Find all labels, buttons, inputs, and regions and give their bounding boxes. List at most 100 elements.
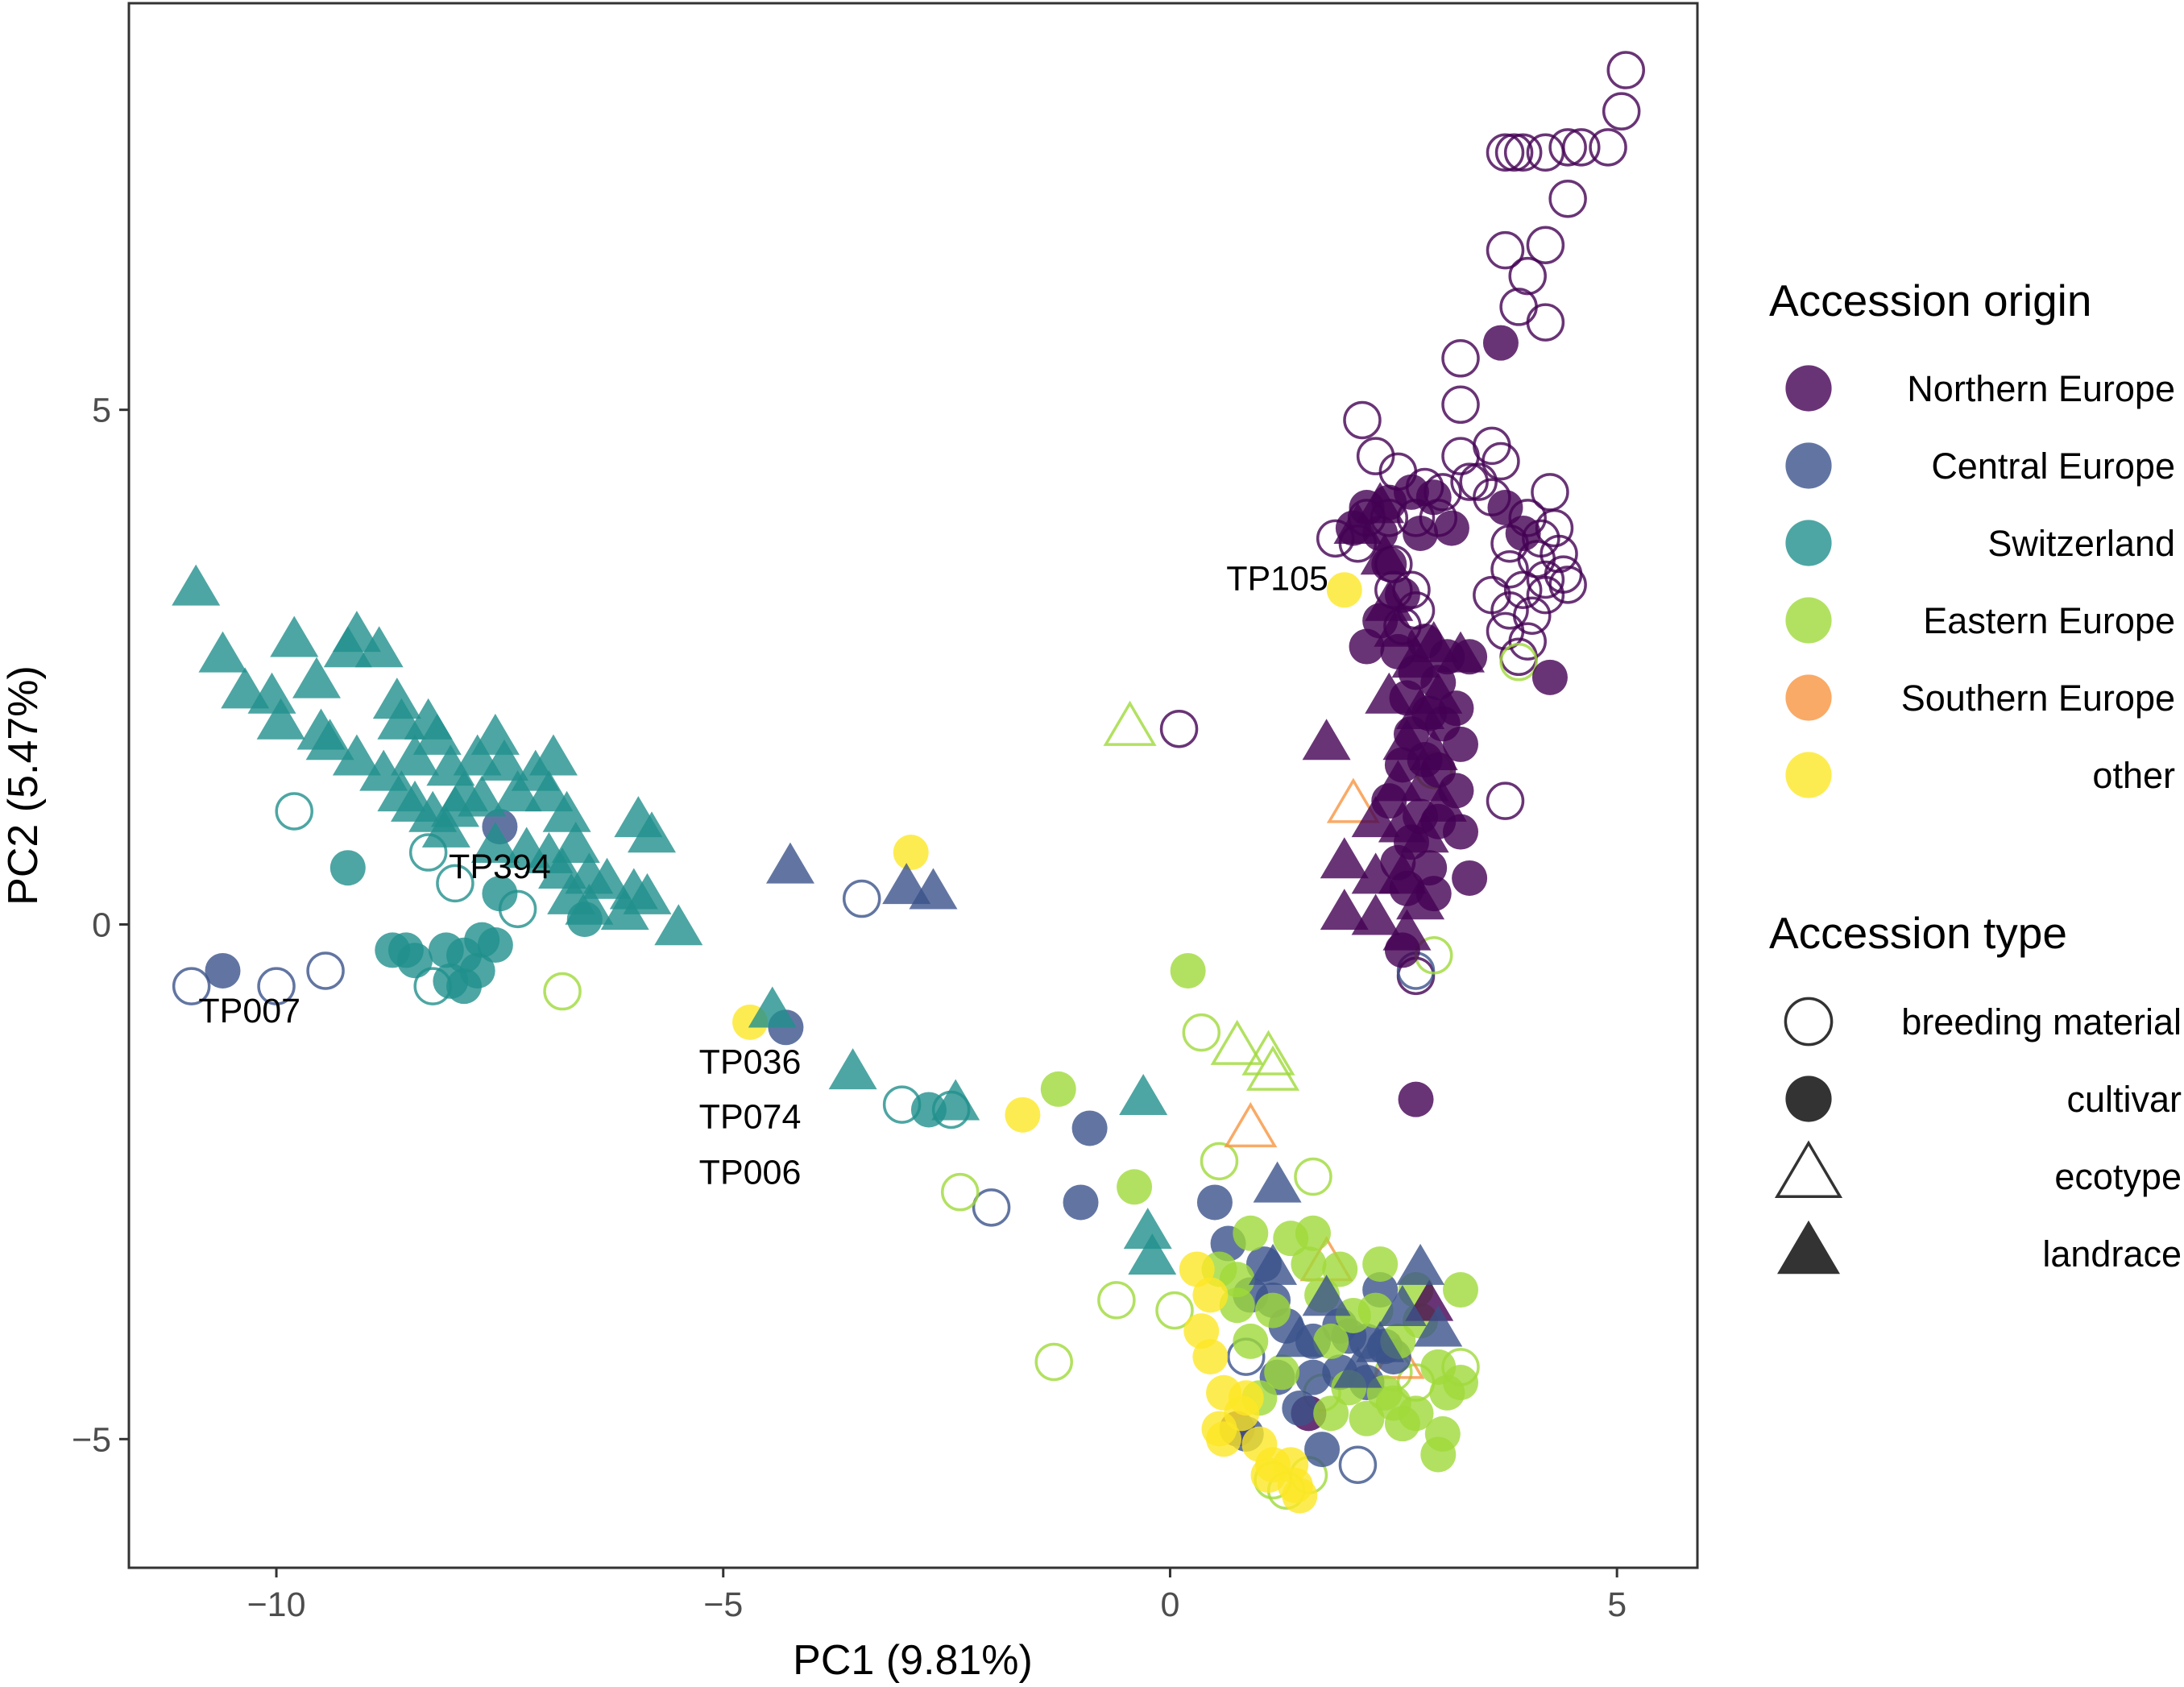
data-point [247, 672, 296, 714]
legend-label-type: cultivar [2066, 1079, 2182, 1120]
series-northern-europe-landrace [1302, 482, 1486, 1321]
data-point [765, 842, 814, 884]
data-point [1313, 1323, 1349, 1359]
data-point [470, 822, 520, 864]
data-point [1360, 533, 1409, 575]
data-point [1606, 51, 1645, 89]
data-point [377, 770, 426, 812]
data-point [1249, 1243, 1298, 1285]
data-point [1378, 852, 1427, 894]
data-point [893, 835, 929, 871]
data-point [1282, 1390, 1318, 1426]
data-point [1313, 1395, 1349, 1432]
data-point [1117, 1169, 1153, 1205]
x-tick-label: −5 [703, 1585, 743, 1624]
data-point [1443, 814, 1479, 850]
data-point [1356, 482, 1405, 524]
data-point [1375, 1385, 1411, 1421]
data-point [1503, 133, 1543, 172]
data-point [1482, 325, 1519, 361]
y-axis-title: PC2 (5.47%) [0, 665, 47, 906]
data-point [1459, 462, 1498, 501]
point-label: TP105 [1226, 559, 1328, 598]
data-point [1320, 837, 1369, 879]
data-point [1548, 566, 1587, 604]
data-point [332, 611, 381, 653]
data-point [1396, 1243, 1445, 1285]
data-point [1356, 437, 1395, 475]
data-point [1602, 92, 1641, 131]
point-label: TP394 [449, 848, 551, 886]
legend-label-origin: Central Europe [1931, 446, 2175, 487]
data-point [482, 876, 518, 912]
data-point [1302, 1275, 1351, 1316]
data-point [1333, 1346, 1382, 1388]
data-point [1255, 1292, 1291, 1328]
data-point [1433, 510, 1469, 546]
data-point [828, 1048, 877, 1090]
data-point [1487, 490, 1523, 526]
data-point [1505, 515, 1541, 551]
data-point [1206, 1421, 1242, 1457]
data-point [1322, 1251, 1358, 1287]
legend-accession-origin: Accession origin Northern Europe Central … [1769, 276, 2175, 798]
data-point [1418, 780, 1467, 822]
data-point [1326, 777, 1380, 823]
data-point [1374, 605, 1423, 647]
x-tick-label: 5 [1607, 1585, 1627, 1624]
data-point [1548, 180, 1587, 218]
data-point [1159, 709, 1199, 748]
data-point [1333, 502, 1382, 544]
series-eastern-europe-cultivar [1040, 952, 1479, 1473]
data-point [1486, 133, 1525, 172]
data-point [748, 986, 797, 1028]
data-point [1302, 719, 1351, 761]
point-annotations: TP105 TP394 TP007 TP036 TP074 TP006 [198, 559, 1328, 1192]
data-point [391, 734, 440, 776]
data-point [1365, 579, 1414, 621]
y-tick-label: 0 [92, 906, 111, 944]
legend-label-type: breeding material [1901, 1001, 2182, 1042]
data-point [329, 850, 366, 886]
data-point [909, 868, 958, 910]
data-point [1441, 437, 1480, 475]
data-point [1196, 1184, 1233, 1221]
x-axis-title: PC1 (9.81%) [793, 1637, 1033, 1684]
legend-label-origin: other [2092, 755, 2175, 796]
legend-key-origin [1785, 752, 1832, 798]
data-point [256, 698, 305, 740]
data-point [1526, 133, 1565, 172]
data-point [1490, 549, 1529, 589]
data-point [332, 734, 381, 776]
data-point [412, 713, 462, 755]
data-point [1508, 256, 1547, 296]
series-eastern-europe-ecotype [1103, 700, 1300, 1091]
data-point [1443, 726, 1479, 762]
legend-key-type [1784, 997, 1834, 1047]
data-point [551, 822, 600, 864]
data-point [1123, 1208, 1172, 1250]
data-point [1063, 1184, 1099, 1221]
point-label: TP006 [699, 1153, 802, 1192]
data-point [1349, 628, 1385, 665]
data-point [305, 719, 354, 761]
data-point [198, 631, 247, 673]
data-point [1414, 672, 1463, 714]
data-point [1155, 1291, 1194, 1330]
data-point [1486, 230, 1525, 270]
data-point [470, 713, 520, 755]
data-point [270, 616, 319, 657]
data-point [1264, 1354, 1300, 1391]
data-point [1526, 303, 1565, 342]
legend-label-origin: Switzerland [1987, 523, 2175, 564]
y-tick-label: −5 [72, 1420, 111, 1459]
data-point [1526, 226, 1565, 264]
legend-label-origin: Southern Europe [1901, 678, 2175, 719]
legend-label-type: landrace [2042, 1233, 2182, 1275]
data-point [1450, 462, 1489, 501]
data-point [1034, 1342, 1073, 1382]
data-point [1494, 133, 1534, 172]
data-point [1499, 642, 1538, 682]
series-other-cultivar [732, 572, 1362, 1514]
